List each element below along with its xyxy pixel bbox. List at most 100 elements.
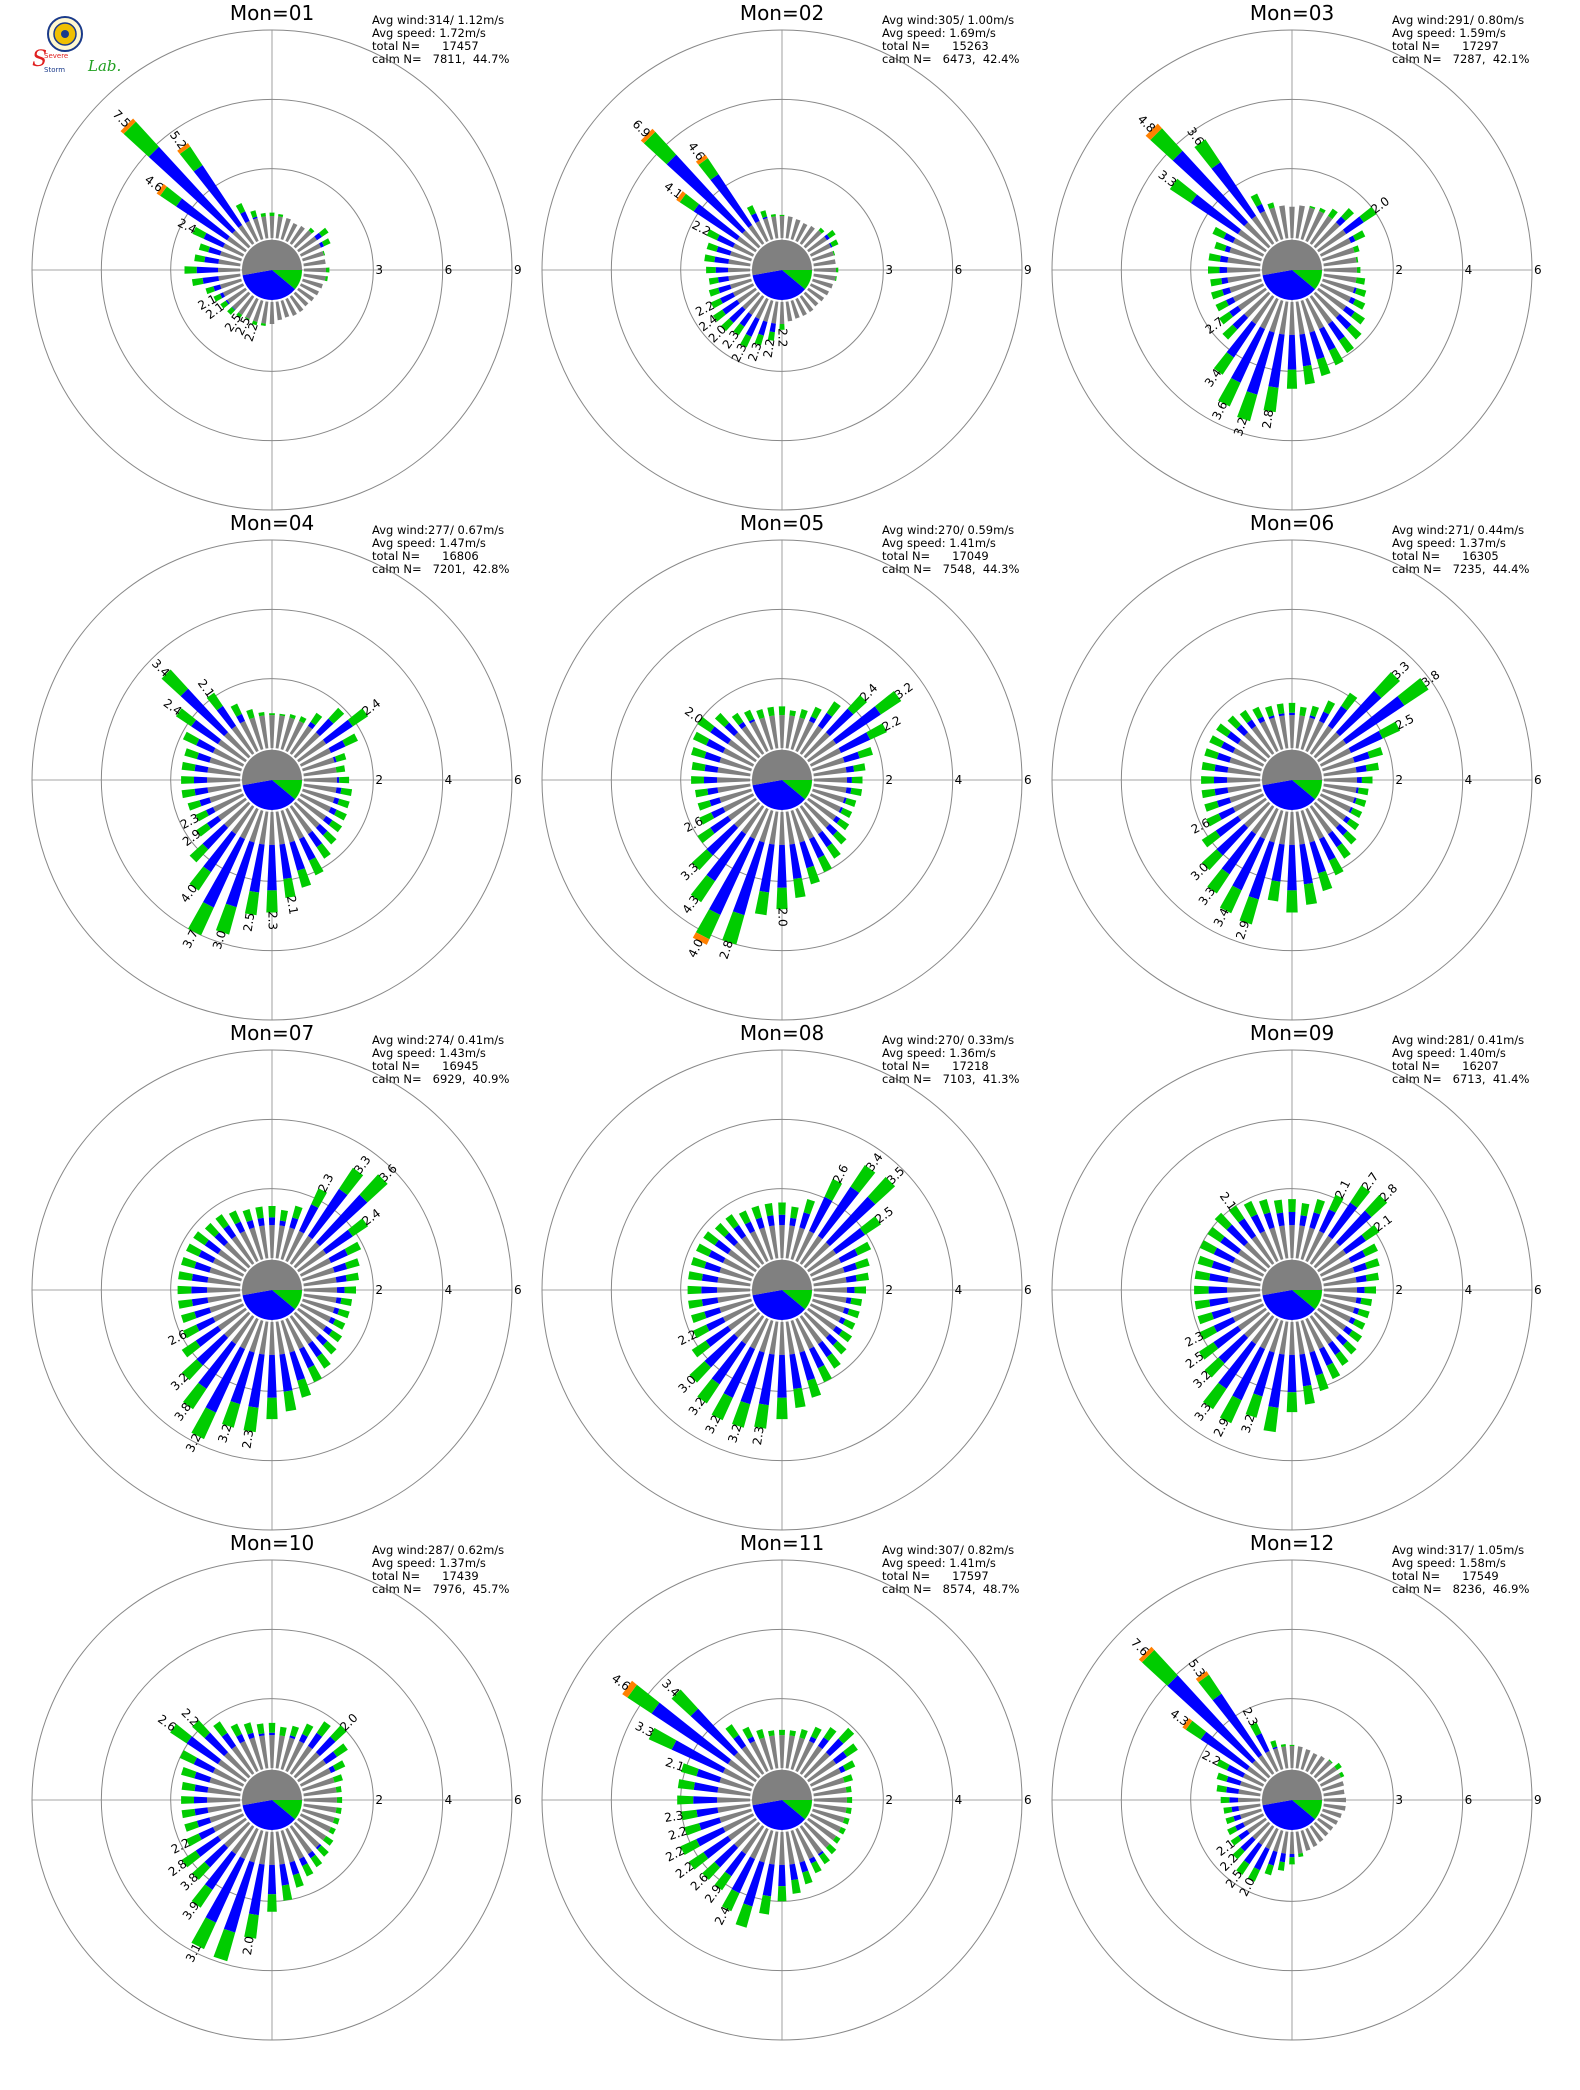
rose-bar <box>750 1317 769 1350</box>
rose-bar <box>289 714 296 720</box>
stat-line: calm N= 6929, 40.9% <box>372 1072 509 1086</box>
rose-bar <box>1287 1354 1297 1393</box>
rose-bar <box>269 216 275 238</box>
rose-bar <box>648 1727 677 1750</box>
rose-bar <box>1305 210 1324 243</box>
center-pie-slice <box>1262 239 1323 276</box>
rose-bar <box>269 302 275 324</box>
rose-bar <box>334 809 347 821</box>
rose-bar <box>231 725 255 755</box>
rose-bar <box>812 278 833 289</box>
rose-bar <box>1317 1307 1347 1331</box>
rose-bar <box>293 230 312 249</box>
bar-label: 2.2 <box>242 321 261 343</box>
rose-bar <box>799 1825 823 1855</box>
rose-bar <box>1230 1835 1242 1846</box>
center-pie-slice <box>752 1769 813 1806</box>
ring-label: 6 <box>514 1793 522 1807</box>
rose-bar <box>846 1797 853 1803</box>
rose-bar <box>177 1285 192 1295</box>
severe-storm-lab-logo: S Severe Storm Lab. <box>32 16 121 75</box>
rose-bar <box>230 1350 255 1405</box>
rose-bar <box>1364 1194 1388 1218</box>
rose-bar <box>1267 880 1281 902</box>
ring-label: 6 <box>1465 1793 1473 1807</box>
rose-bar <box>814 1287 847 1293</box>
rose-bar <box>1208 253 1221 262</box>
rose-bar <box>809 1303 842 1322</box>
rose-bar <box>1201 788 1216 799</box>
rose-bar <box>1225 297 1236 306</box>
rose-bar <box>802 1870 813 1885</box>
bar-label: 2.5 <box>241 912 258 933</box>
rose-bar <box>322 815 333 826</box>
rose-bar <box>194 1796 208 1804</box>
rose-bar <box>293 1242 320 1269</box>
rose-bar <box>1276 1212 1285 1227</box>
rose-bar <box>1335 216 1346 227</box>
center-pie-slice <box>1262 1290 1315 1320</box>
rose-bar <box>1220 1796 1230 1804</box>
rose-bar <box>1247 1867 1260 1882</box>
stat-line: Avg speed: 1.37m/s <box>1392 536 1506 550</box>
rose-bar <box>1355 277 1366 285</box>
rose-bar <box>1350 1185 1371 1208</box>
rose-bar <box>213 284 222 292</box>
rose-bar <box>267 844 277 891</box>
rose-bar <box>717 783 751 793</box>
rose-bar <box>194 1261 212 1273</box>
rose-bar <box>290 1725 299 1737</box>
rose-bar <box>1215 300 1229 312</box>
rose-bar <box>803 1199 815 1215</box>
rose-bar <box>1227 1293 1261 1303</box>
bar-label: 2.2 <box>776 328 790 347</box>
rose-bar <box>1233 1814 1242 1822</box>
rose-bar <box>281 1884 293 1901</box>
rose-bar <box>677 1795 694 1805</box>
rose-bar <box>340 787 353 796</box>
rose-bar <box>748 295 765 315</box>
rose-bar <box>266 1397 278 1420</box>
rose-bar <box>344 1286 356 1294</box>
rose-bar <box>332 1760 346 1771</box>
rose-bar <box>832 1835 841 1844</box>
rose-bar <box>1319 238 1352 257</box>
rose-bar <box>227 306 236 315</box>
rose-bar <box>832 815 841 824</box>
center-pie-slice <box>242 749 303 786</box>
rose-bar <box>1309 1235 1333 1265</box>
rose-bar <box>1223 232 1236 243</box>
rose-bar <box>733 323 745 336</box>
stat-line: total N= 17597 <box>882 1569 989 1583</box>
rose-bar <box>193 1231 209 1246</box>
rose-bar <box>335 1807 342 1814</box>
rose-bar <box>231 1235 255 1265</box>
rose-bar <box>803 1242 830 1269</box>
rose-bar <box>1319 1813 1338 1825</box>
rose-bar <box>269 812 275 845</box>
rose-bar <box>697 716 715 733</box>
rose-bar <box>627 1684 660 1714</box>
rose-bar <box>696 1807 719 1818</box>
rose-bar <box>1327 705 1348 730</box>
rose-bar <box>777 1354 787 1398</box>
rose-bar <box>714 1222 730 1238</box>
rose-bar <box>1172 150 1249 227</box>
rose-bar <box>854 1286 866 1294</box>
rose-bar <box>1271 843 1285 882</box>
rose-bar <box>769 715 779 749</box>
rose-bar <box>191 1407 216 1440</box>
rose-bar <box>332 1774 343 1783</box>
rose-bar <box>1211 289 1224 300</box>
rose-bar <box>693 204 740 241</box>
center-pie-slice <box>782 1290 813 1310</box>
rose-bar <box>220 278 242 289</box>
rose-bar <box>213 1928 236 1962</box>
rose-bar <box>1226 731 1242 745</box>
rose-bar <box>280 218 291 240</box>
rose-bar <box>708 277 719 285</box>
rose-bar <box>189 866 211 891</box>
rose-bar <box>830 239 839 247</box>
rose-bar <box>727 1249 757 1273</box>
